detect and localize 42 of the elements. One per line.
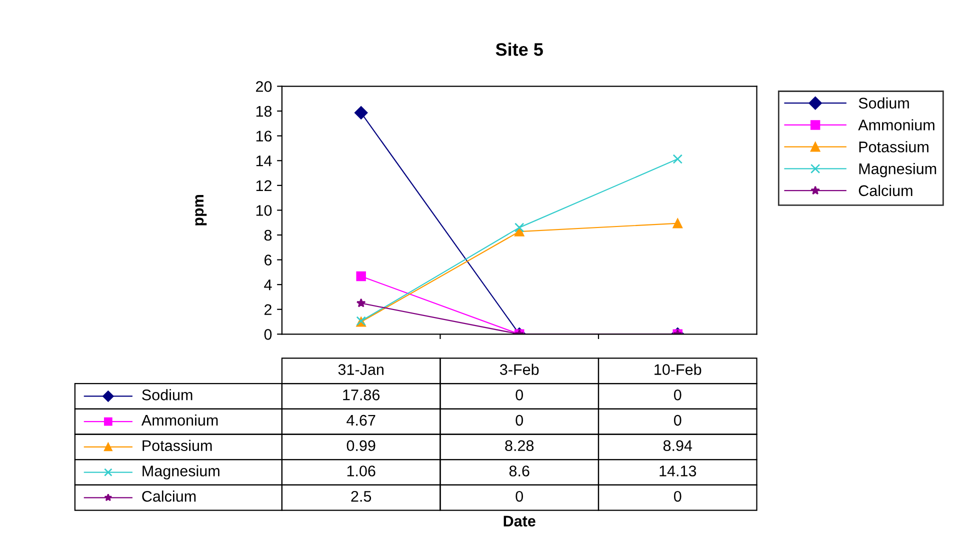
- data-label: 0: [674, 390, 682, 400]
- y-tick-label: 8: [264, 230, 272, 241]
- data-label: 4.67: [346, 414, 376, 426]
- y-tick-label: 0: [264, 329, 272, 340]
- data-label: 0: [516, 490, 524, 502]
- x-tick-label: 3-Feb: [500, 364, 539, 375]
- x-tick-label: 31-Jan: [338, 364, 384, 375]
- text: Magnesium: [142, 465, 220, 480]
- data-label: 0: [674, 490, 682, 502]
- y-tick-label: 6: [264, 254, 272, 266]
- data-label: 8.94: [663, 440, 692, 452]
- y-tick-label: 20: [256, 81, 272, 92]
- text: Calcium: [142, 490, 196, 502]
- data-label: 0: [674, 414, 682, 426]
- y-tick-label: 12: [256, 180, 272, 191]
- data-label: 2.5: [351, 490, 372, 502]
- text: Date: [504, 516, 536, 527]
- legend-label: Potassium: [142, 440, 212, 452]
- data-label: 17.86: [343, 390, 380, 400]
- text: Ammonium: [858, 119, 934, 130]
- text: Sodium: [858, 97, 909, 109]
- y-tick-label: 2: [264, 304, 272, 315]
- legend-label: Calcium: [858, 184, 912, 196]
- chart-title: Site 5: [496, 42, 543, 56]
- x-tick-label: 10-Feb: [654, 364, 702, 375]
- data-label: 0: [516, 414, 524, 426]
- y-axis-title: ppm: [195, 195, 207, 226]
- data-label: 8.6: [509, 466, 530, 476]
- data-label: 14.13: [660, 466, 696, 476]
- data-label: 1.06: [347, 466, 376, 476]
- text: Potassium: [859, 141, 928, 152]
- y-tick-label: 4: [264, 280, 272, 290]
- data-label: 0: [516, 390, 524, 400]
- y-tick-label: 10: [256, 205, 272, 216]
- legend-label: Magnesium: [859, 163, 936, 178]
- legend-label: Sodium: [142, 389, 192, 400]
- data-label: 8.28: [505, 440, 534, 452]
- data-label: 0.99: [346, 440, 376, 452]
- y-tick-label: 16: [256, 130, 272, 142]
- y-tick-label: 14: [256, 156, 272, 166]
- y-tick-label: 18: [256, 106, 272, 117]
- legend-label: Ammonium: [141, 414, 218, 426]
